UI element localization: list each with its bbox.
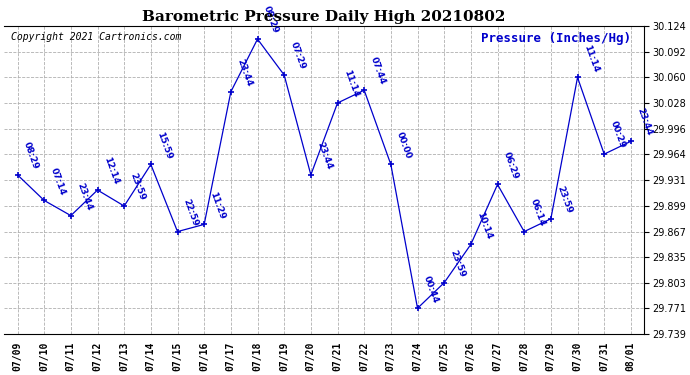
- Text: 07:29: 07:29: [288, 41, 306, 71]
- Text: 07:14: 07:14: [48, 166, 67, 196]
- Text: 10:14: 10:14: [475, 210, 493, 240]
- Text: 23:59: 23:59: [555, 184, 573, 214]
- Text: 00:44: 00:44: [422, 274, 440, 304]
- Text: 06:14: 06:14: [529, 198, 546, 227]
- Text: 11:14: 11:14: [582, 43, 600, 73]
- Text: 15:59: 15:59: [155, 130, 173, 160]
- Text: 23:59: 23:59: [128, 172, 147, 202]
- Text: Copyright 2021 Cartronics.com: Copyright 2021 Cartronics.com: [10, 33, 181, 42]
- Text: 06:29: 06:29: [502, 150, 520, 180]
- Text: 12:14: 12:14: [101, 156, 120, 186]
- Text: 11:14: 11:14: [342, 69, 360, 99]
- Text: 08:29: 08:29: [262, 5, 280, 35]
- Text: 23:59: 23:59: [448, 249, 466, 279]
- Title: Barometric Pressure Daily High 20210802: Barometric Pressure Daily High 20210802: [143, 10, 506, 24]
- Text: 00:00: 00:00: [395, 131, 413, 160]
- Text: 23:44: 23:44: [315, 141, 333, 171]
- Text: Pressure (Inches/Hg): Pressure (Inches/Hg): [482, 33, 631, 45]
- Text: 08:29: 08:29: [21, 141, 40, 171]
- Text: 07:44: 07:44: [368, 56, 386, 86]
- Text: 22:59: 22:59: [181, 197, 200, 227]
- Text: 23:44: 23:44: [635, 107, 653, 137]
- Text: 11:29: 11:29: [208, 190, 226, 220]
- Text: 00:29: 00:29: [609, 120, 627, 150]
- Text: 23:44: 23:44: [235, 57, 253, 88]
- Text: 23:44: 23:44: [75, 181, 93, 212]
